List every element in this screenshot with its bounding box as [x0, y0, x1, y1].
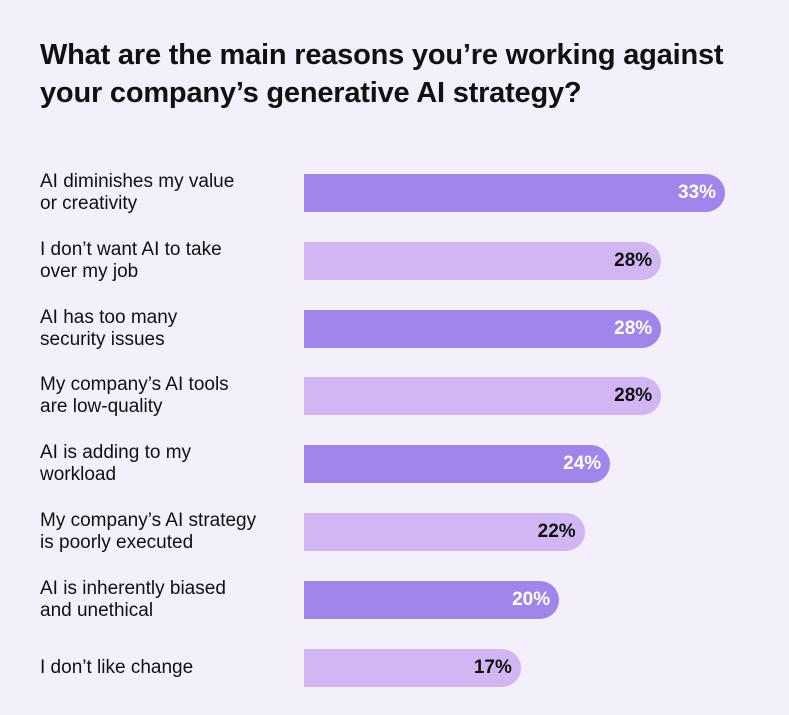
category-label-line: is poorly executed: [40, 532, 194, 553]
bar: 24%: [304, 445, 611, 484]
bar: 33%: [304, 174, 725, 212]
chart-row: AI is inherently biased and unethical 20%: [0, 578, 789, 622]
bar-value-label: 28%: [614, 385, 653, 407]
bar-value-label: 22%: [537, 521, 576, 542]
category-label-line: and unethical: [40, 599, 154, 621]
bar: 28%: [304, 309, 662, 348]
bar-value-label: 17%: [473, 656, 512, 678]
category-label-line: workload: [40, 464, 117, 486]
chart-row: AI is adding to my workload 24%: [0, 442, 789, 486]
category-label-line: security issues: [40, 328, 165, 350]
bar-value-label: 24%: [563, 453, 602, 475]
category-label: AI is inherently biased and unethical: [40, 578, 295, 622]
bar-value-label: 33%: [677, 182, 716, 203]
category-label-line: AI is adding to my: [40, 442, 192, 464]
category-label-line: AI is inherently biased: [40, 577, 226, 599]
bar: 20%: [304, 580, 560, 619]
bar-value-label: 28%: [614, 317, 653, 339]
bar-value-label: 20%: [512, 588, 551, 610]
category-label-line: or creativity: [40, 193, 138, 214]
chart-title: What are the main reasons you’re working…: [40, 39, 724, 109]
category-label-line: My company’s AI strategy: [40, 510, 257, 531]
bar-value-label: 28%: [614, 249, 653, 271]
category-label: My company’s AI tools are low-quality: [40, 374, 295, 418]
category-label-line: I don’t like change: [40, 656, 194, 678]
category-label-line: My company’s AI tools: [40, 374, 229, 396]
bar: 17%: [304, 648, 521, 687]
bar: 28%: [304, 241, 662, 280]
chart-row: My company’s AI strategy is poorly execut…: [0, 510, 789, 554]
category-label: I don’t want AI to take over my job: [40, 239, 295, 283]
chart-row: I don’t like change 17%: [0, 648, 789, 687]
category-label: AI diminishes my value or creativity: [40, 171, 295, 215]
chart-row: I don’t want AI to take over my job 28%: [0, 239, 789, 283]
category-label: AI is adding to my workload: [40, 442, 295, 486]
chart-row: My company’s AI tools are low-quality 28%: [0, 374, 789, 418]
chart-row: AI diminishes my value or creativity 33%: [0, 171, 789, 215]
category-label-line: AI diminishes my value: [40, 171, 235, 192]
category-label-line: AI has too many: [40, 306, 178, 328]
chart-row: AI has too many security issues 28%: [0, 307, 789, 351]
category-label-line: I don’t want AI to take: [40, 238, 222, 260]
category-label-line: are low-quality: [40, 396, 163, 418]
bar: 22%: [304, 513, 585, 551]
category-label: AI has too many security issues: [40, 307, 295, 351]
bar: 28%: [304, 377, 662, 416]
category-label: My company’s AI strategy is poorly execut…: [40, 510, 295, 554]
category-label-line: over my job: [40, 260, 139, 282]
category-label: I don’t like change: [40, 657, 295, 679]
